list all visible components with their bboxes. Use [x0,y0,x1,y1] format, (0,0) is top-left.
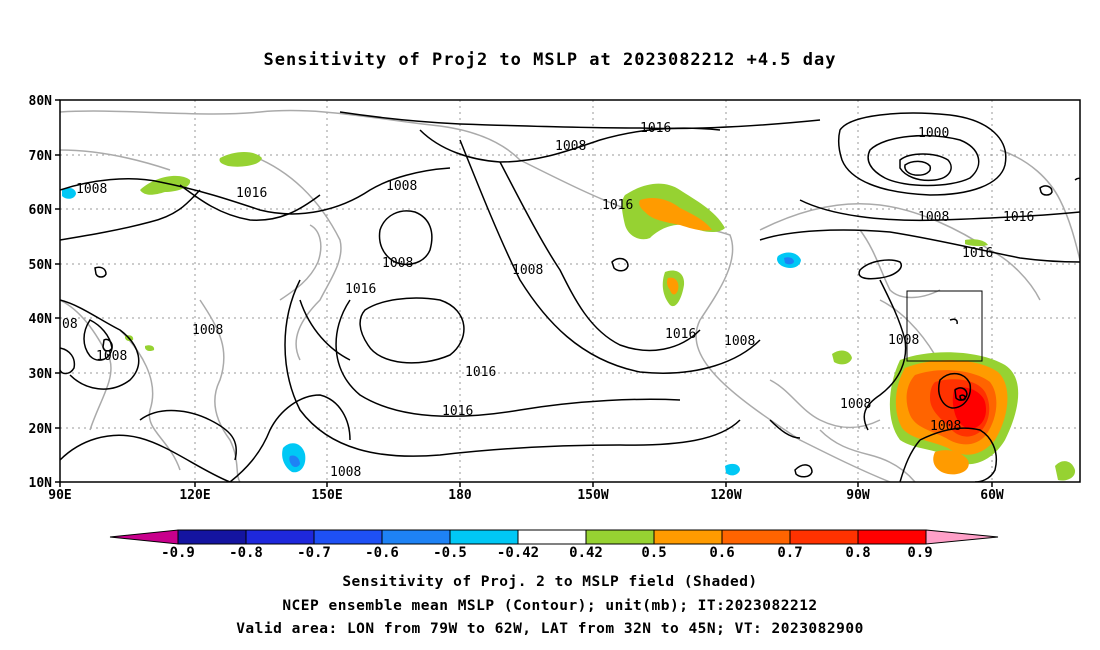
contour-label: 1008 [840,397,871,412]
contour-label: 1008 [382,256,413,271]
colorbar-labels: -0.9 -0.8 -0.7 -0.6 -0.5 -0.42 0.42 0.5 … [161,545,933,561]
contour-label: 1016 [236,186,267,201]
colorbar-swatch [245,529,315,545]
latitude-labels: 80N 70N 60N 50N 40N 30N 20N 10N [29,94,53,491]
colorbar-swatch [109,529,179,545]
colorbar [109,529,999,545]
lat-label: 70N [29,149,53,164]
lon-label: 150E [311,488,342,503]
colorbar-swatch [585,529,655,545]
lat-label: 20N [29,422,53,437]
contour-label: 1008 [888,333,919,348]
lon-label: 180 [448,488,472,503]
contour-label: 1016 [602,198,633,213]
longitude-labels: 90E 120E 150E 180 150W 120W 90W 60W [48,488,1004,503]
contour-label: 1016 [640,121,671,136]
lat-label: 10N [29,476,53,491]
contour-label-group: 1016 1008 1008 1016 1008 1016 1000 1008 … [62,121,1034,480]
colorbar-label: 0.5 [641,545,666,561]
contour-label: 1008 [96,349,127,364]
lon-label: 90E [48,488,71,503]
colorbar-swatch [857,529,927,545]
valid-area-box [906,290,983,362]
colorbar-swatch [517,529,587,545]
contour-label: 1008 [330,465,361,480]
map-panel: 1016 1008 1008 1016 1008 1016 1000 1008 … [60,100,1080,482]
contour-label: 1008 [918,210,949,225]
mslp-contours [60,111,1080,482]
colorbar-label: 0.9 [907,545,932,561]
contour-label: 1008 [76,182,107,197]
contour-label: 1008 [192,323,223,338]
lon-label: 120E [179,488,210,503]
colorbar-swatch [381,529,451,545]
colorbar-label: -0.6 [365,545,399,561]
lat-label: 50N [29,258,53,273]
colorbar-swatch [313,529,383,545]
colorbar-swatch [789,529,859,545]
lon-label: 60W [980,488,1004,503]
gridlines [60,100,1080,482]
contour-label: 1008 [724,334,755,349]
map-frame [59,99,1081,483]
colorbar-swatch [177,529,247,545]
colorbar-label: 0.7 [777,545,802,561]
tick-marks [55,99,993,487]
map-title: Sensitivity of Proj2 to MSLP at 20230822… [263,50,837,70]
caption-line: NCEP ensemble mean MSLP (Contour); unit(… [282,598,818,614]
colorbar-label: -0.5 [433,545,467,561]
caption-line: Valid area: LON from 79W to 62W, LAT fro… [236,621,864,637]
contour-label: 1000 [918,126,949,141]
colorbar-label: -0.7 [297,545,331,561]
contour-label: 1008 [386,179,417,194]
colorbar-swatch [925,529,999,545]
contour-label: 1016 [1003,210,1034,225]
lon-label: 150W [577,488,608,503]
contour-label: 1008 [930,419,961,434]
colorbar-label: 0.8 [845,545,870,561]
caption-line: Sensitivity of Proj. 2 to MSLP field (Sh… [342,574,758,590]
colorbar-label: -0.42 [497,545,539,561]
colorbar-swatch [449,529,519,545]
contour-label: 1008 [555,139,586,154]
contour-label: 1016 [962,246,993,261]
contour-label: 1016 [442,404,473,419]
colorbar-swatch [653,529,723,545]
lat-label: 60N [29,203,53,218]
contour-label: 08 [62,317,78,332]
contour-label: 1016 [345,282,376,297]
colorbar-label: -0.9 [161,545,195,561]
colorbar-label: 0.42 [569,545,603,561]
lon-label: 120W [710,488,741,503]
lat-label: 30N [29,367,53,382]
colorbar-label: -0.8 [229,545,263,561]
lat-label: 40N [29,312,53,327]
contour-label: 1008 [512,263,543,278]
lat-label: 80N [29,94,53,109]
colorbar-swatch [721,529,791,545]
colorbar-label: 0.6 [709,545,734,561]
contour-label: 1016 [465,365,496,380]
contour-label: 1016 [665,327,696,342]
lon-label: 90W [846,488,870,503]
